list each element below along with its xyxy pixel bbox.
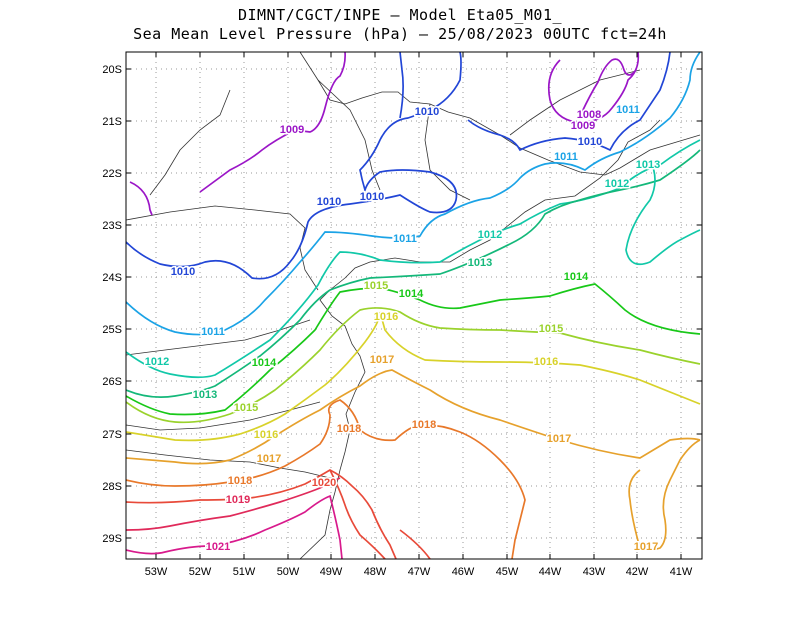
lon-tick-label: 45W [496,566,519,578]
isobar-1014 [126,283,701,416]
isobar-1009-west [129,52,346,216]
isobar-label: 1008 [577,109,601,121]
isobar-label: 1018 [337,423,361,435]
isobar-label: 1011 [616,104,640,116]
isobar-label: 1017 [547,433,571,445]
lon-tick-label: 53W [145,566,168,578]
isobar-1016 [126,311,701,442]
isobar-label: 1010 [171,266,195,278]
lat-tick-label: 25S [102,324,122,336]
state-border-2 [126,319,311,356]
lon-tick-label: 47W [408,566,431,578]
lon-tick-label: 43W [583,566,606,578]
isobar-1009-east [547,52,640,124]
coastline-borders [126,52,701,559]
lat-tick-label: 27S [102,429,122,441]
isobar-label: 1011 [393,233,417,245]
isobar-label: 1012 [478,229,502,241]
isobar-label: 1014 [564,271,589,283]
plot-frame [125,51,703,560]
state-border-3 [126,449,331,479]
state-border-6 [317,79,381,191]
isobar-label: 1015 [364,280,388,292]
isobar-label: 1009 [280,124,304,136]
isobar-label: 1020 [312,477,336,489]
isobar-label: 1013 [193,389,217,401]
isobar-1020-b [126,477,341,531]
isobar-label: 1017 [634,541,658,553]
state-border-4 [126,401,321,431]
chart-title-line2: Sea Mean Level Pressure (hPa) – 25/08/20… [133,25,667,43]
isobar-label: 1016 [374,311,398,323]
isobar-label: 1017 [370,354,394,366]
isobar-label: 1016 [254,429,278,441]
isobar-label: 1011 [554,151,578,163]
isobar-label: 1010 [317,196,341,208]
grid [126,52,702,559]
isobar-1017-se [628,439,701,551]
isobar-label: 1019 [226,494,250,506]
isobar-label: 1010 [578,136,602,148]
lat-tick-label: 26S [102,376,122,388]
isobar-label: 1015 [234,402,258,414]
lon-tick-label: 48W [364,566,387,578]
state-border-5 [149,89,231,196]
axis-tick-labels: 53W 52W 51W 50W 49W 48W 47W 46W 45W 44W 43W 42W 41W 2… [102,64,693,578]
lat-tick-label: 20S [102,64,122,76]
isobar-1019 [126,469,397,559]
lon-tick-label: 46W [452,566,475,578]
chart-title-line1: DIMNT/CGCT/INPE – Model Eta05_M01_ [237,6,563,24]
lat-tick-label: 22S [102,168,122,180]
isobar-1010-east [399,52,671,152]
lat-tick-label: 28S [102,481,122,493]
coastline-south [299,119,661,559]
state-border-1 [126,205,319,291]
isobar-label: 1021 [206,541,230,553]
lon-tick-label: 49W [320,566,343,578]
lon-tick-label: 44W [539,566,562,578]
isobar-1008 [581,58,637,113]
isobar-label: 1013 [636,159,660,171]
state-border-8 [509,69,641,136]
isobar-label: 1015 [539,323,563,335]
isobar-label: 1010 [360,191,384,203]
isobar-label: 1016 [534,356,558,368]
isobar-1017 [126,369,701,465]
isobar-1010-main [126,52,462,280]
isobar-label: 1018 [412,419,436,431]
axis-ticks [126,52,702,559]
lat-tick-label: 23S [102,220,122,232]
isobar-1011 [126,52,701,336]
isobars [126,52,701,559]
lon-tick-label: 50W [277,566,300,578]
isobar-label: 1010 [415,106,439,118]
isobar-label: 1009 [571,120,595,132]
lon-tick-label: 41W [670,566,693,578]
isobar-label: 1014 [252,357,277,369]
lat-tick-label: 21S [102,116,122,128]
isobar-1013-east [625,159,701,266]
isobar-label: 1012 [145,356,169,368]
isobar-label: 1017 [257,453,281,465]
lon-tick-label: 42W [626,566,649,578]
isobar-1021 [126,494,343,559]
isobar-1018 [126,399,526,559]
isobar-label: 1011 [201,326,225,338]
isobar-label: 1018 [228,475,252,487]
isobar-1020 [329,469,431,559]
isobar-label: 1012 [605,178,629,190]
isobar-1015 [126,307,701,424]
isobar-1013 [126,149,701,398]
isobar-label: 1013 [468,257,492,269]
coastline [299,52,701,176]
lon-tick-label: 51W [233,566,256,578]
lat-tick-label: 29S [102,533,122,545]
lat-tick-label: 24S [102,272,122,284]
lon-tick-label: 52W [189,566,212,578]
isobar-1012 [126,139,701,379]
isobar-label: 1014 [399,288,424,300]
